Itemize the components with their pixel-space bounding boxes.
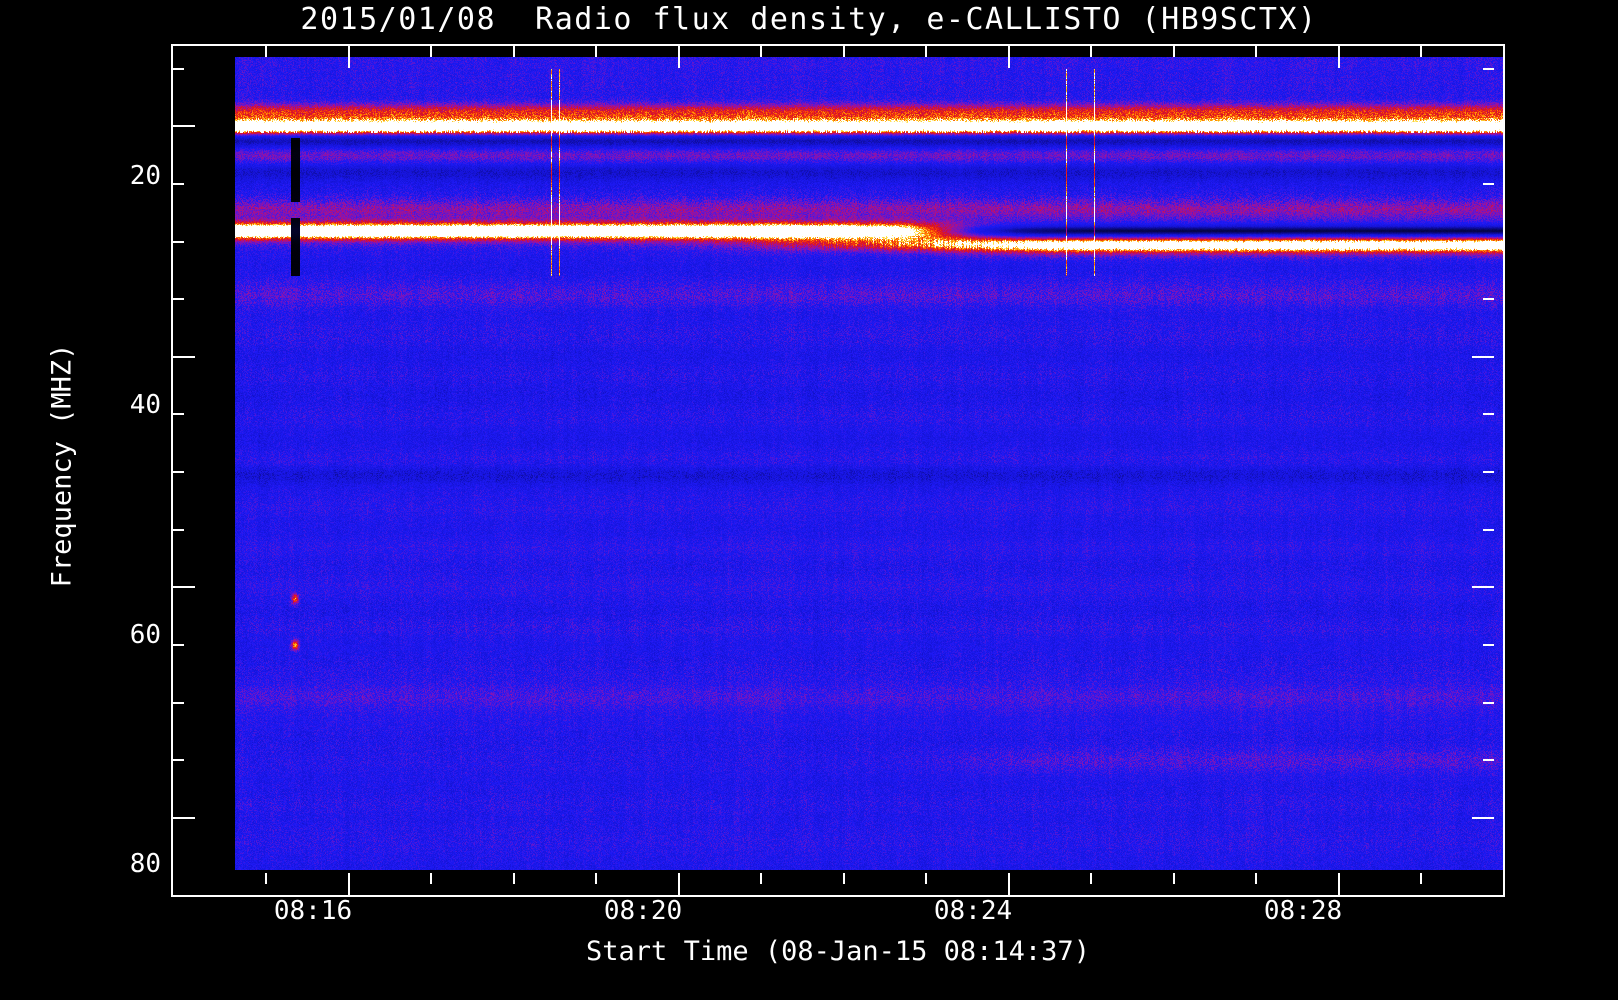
y-tick-label-80: 80: [129, 849, 161, 879]
y-tick-label-60: 60: [129, 620, 161, 650]
y-tick-40: [173, 356, 195, 358]
y-tick-right-45: [1483, 413, 1494, 415]
page-title: 2015/01/08 Radio flux density, e-CALLIST…: [300, 2, 1318, 37]
y-tick-right-15: [1483, 68, 1494, 70]
x-tick-22: [843, 873, 845, 884]
y-tick-label-40: 40: [129, 390, 161, 420]
y-tick-right-75: [1483, 759, 1494, 761]
y-axis-title: Frequency (MHZ): [46, 343, 78, 588]
y-tick-25: [173, 183, 184, 185]
x-tick-top-27: [1255, 46, 1257, 57]
x-tick-24: [1008, 873, 1010, 895]
y-tick-20: [173, 125, 195, 127]
y-tick-15: [173, 68, 184, 70]
x-tick-20: [678, 873, 680, 895]
x-tick-top-23: [925, 46, 927, 57]
x-tick-top-18: [513, 46, 515, 57]
y-tick-right-40: [1472, 356, 1494, 358]
y-tick-right-25: [1483, 183, 1494, 185]
y-tick-80: [173, 817, 195, 819]
y-tick-right-35: [1483, 298, 1494, 300]
y-tick-45: [173, 413, 184, 415]
x-tick-27: [1255, 873, 1257, 884]
x-tick-top-29: [1420, 46, 1422, 57]
y-tick-right-55: [1483, 529, 1494, 531]
y-tick-55: [173, 529, 184, 531]
x-tick-top-19: [595, 46, 597, 57]
y-tick-75: [173, 759, 184, 761]
x-axis-title: Start Time (08-Jan-15 08:14:37): [586, 936, 1090, 967]
x-tick-top-25: [1090, 46, 1092, 57]
y-tick-50: [173, 471, 184, 473]
y-tick-right-30: [1483, 241, 1494, 243]
x-tick-top-28: [1338, 46, 1340, 68]
x-tick-25: [1090, 873, 1092, 884]
x-tick-21: [760, 873, 762, 884]
x-tick-17: [430, 873, 432, 884]
x-tick-16: [348, 873, 350, 895]
x-tick-29: [1420, 873, 1422, 884]
y-tick-right-50: [1483, 471, 1494, 473]
plot-frame: [171, 44, 1505, 897]
x-tick-23: [925, 873, 927, 884]
y-tick-65: [173, 644, 184, 646]
x-tick-top-20: [678, 46, 680, 68]
x-tick-30: [1503, 873, 1505, 884]
x-tick-top-24: [1008, 46, 1010, 68]
x-tick-26: [1173, 873, 1175, 884]
y-tick-right-60: [1472, 586, 1494, 588]
x-tick-28: [1338, 873, 1340, 895]
y-tick-right-80: [1472, 817, 1494, 819]
x-tick-top-21: [760, 46, 762, 57]
y-tick-60: [173, 586, 195, 588]
x-tick-top-30: [1503, 46, 1505, 57]
y-tick-70: [173, 702, 184, 704]
y-tick-right-70: [1483, 702, 1494, 704]
x-tick-label-0820: 08:20: [603, 896, 683, 926]
x-tick-top-16: [348, 46, 350, 68]
y-tick-right-65: [1483, 644, 1494, 646]
spectrogram-image: [235, 57, 1504, 870]
y-tick-35: [173, 298, 184, 300]
y-tick-label-20: 20: [129, 161, 161, 191]
x-tick-top-26: [1173, 46, 1175, 57]
x-tick-top-17: [430, 46, 432, 57]
x-tick-15: [265, 873, 267, 884]
x-tick-label-0816: 08:16: [273, 896, 353, 926]
x-tick-label-0828: 08:28: [1263, 896, 1343, 926]
x-tick-top-15: [265, 46, 267, 57]
x-tick-top-22: [843, 46, 845, 57]
y-tick-30: [173, 241, 184, 243]
x-tick-label-0824: 08:24: [933, 896, 1013, 926]
y-tick-right-20: [1472, 125, 1494, 127]
x-tick-18: [513, 873, 515, 884]
x-tick-19: [595, 873, 597, 884]
